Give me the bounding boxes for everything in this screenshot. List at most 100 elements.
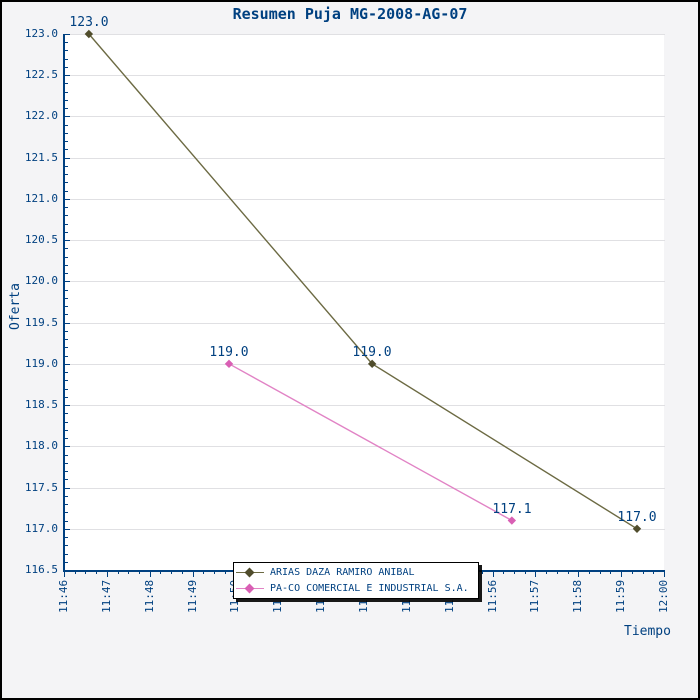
y-gridline xyxy=(65,488,665,489)
chart-title: Resumen Puja MG-2008-AG-07 xyxy=(232,5,468,23)
y-minor-tick xyxy=(65,100,68,101)
x-minor-tick xyxy=(600,571,601,574)
y-minor-tick xyxy=(65,298,68,299)
y-minor-tick xyxy=(65,356,68,357)
y-gridline xyxy=(65,281,665,282)
y-minor-tick xyxy=(65,372,68,373)
y-minor-tick xyxy=(65,83,68,84)
y-minor-tick xyxy=(65,347,68,348)
legend-label: PA-CO COMERCIAL E INDUSTRIAL S.A. xyxy=(270,582,469,594)
y-gridline xyxy=(65,240,665,241)
y-minor-tick xyxy=(65,207,68,208)
y-minor-tick xyxy=(65,59,68,60)
y-minor-tick xyxy=(65,562,68,563)
y-tick-label: 118.0 xyxy=(24,439,58,452)
x-tick-label: 11:58 xyxy=(571,579,584,613)
x-major-tick xyxy=(493,571,494,577)
legend-label: ARIAS DAZA RAMIRO ANIBAL xyxy=(270,566,415,578)
y-minor-tick xyxy=(65,380,68,381)
y-minor-tick xyxy=(65,50,68,51)
y-minor-tick xyxy=(65,182,68,183)
y-minor-tick xyxy=(65,108,68,109)
legend-marker-diamond-icon xyxy=(236,567,264,577)
y-gridline xyxy=(65,34,665,35)
y-major-tick xyxy=(65,158,70,159)
x-minor-tick xyxy=(514,571,515,574)
legend-row-1: PA-CO COMERCIAL E INDUSTRIAL S.A. xyxy=(236,581,469,595)
x-minor-tick xyxy=(96,571,97,574)
y-gridline xyxy=(65,75,665,76)
x-minor-tick xyxy=(557,571,558,574)
x-minor-tick xyxy=(85,571,86,574)
x-axis-title: Tiempo xyxy=(624,624,671,639)
y-minor-tick xyxy=(65,133,68,134)
y-minor-tick xyxy=(65,496,68,497)
x-major-tick xyxy=(150,571,151,577)
data-point-label: 117.0 xyxy=(617,510,657,525)
x-minor-tick xyxy=(75,571,76,574)
x-tick-label: 12:00 xyxy=(657,579,670,613)
y-tick-label: 121.0 xyxy=(24,192,58,205)
y-minor-tick xyxy=(65,265,68,266)
x-minor-tick xyxy=(546,571,547,574)
y-tick-label: 122.0 xyxy=(24,109,58,122)
plot-area xyxy=(64,34,664,570)
y-tick-label: 120.5 xyxy=(24,233,58,246)
y-major-tick xyxy=(65,116,70,117)
y-minor-tick xyxy=(65,67,68,68)
y-major-tick xyxy=(65,570,70,571)
y-tick-label: 121.5 xyxy=(24,151,58,164)
y-gridline xyxy=(65,529,665,530)
y-minor-tick xyxy=(65,224,68,225)
y-minor-tick xyxy=(65,232,68,233)
y-minor-tick xyxy=(65,125,68,126)
x-minor-tick xyxy=(653,571,654,574)
y-minor-tick xyxy=(65,438,68,439)
y-axis-title: Oferta xyxy=(8,283,23,330)
y-gridline xyxy=(65,158,665,159)
x-minor-tick xyxy=(589,571,590,574)
y-gridline xyxy=(65,116,665,117)
x-tick-label: 11:47 xyxy=(100,579,113,613)
data-point-label: 119.0 xyxy=(352,345,392,360)
x-minor-tick xyxy=(118,571,119,574)
y-tick-label: 116.5 xyxy=(24,563,58,576)
x-minor-tick xyxy=(182,571,183,574)
y-major-tick xyxy=(65,199,70,200)
y-minor-tick xyxy=(65,479,68,480)
y-minor-tick xyxy=(65,504,68,505)
y-major-tick xyxy=(65,323,70,324)
x-major-tick xyxy=(578,571,579,577)
y-tick-label: 117.5 xyxy=(24,481,58,494)
y-major-tick xyxy=(65,281,70,282)
x-minor-tick xyxy=(214,571,215,574)
y-tick-label: 122.5 xyxy=(24,68,58,81)
y-minor-tick xyxy=(65,554,68,555)
y-tick-label: 118.5 xyxy=(24,398,58,411)
x-minor-tick xyxy=(139,571,140,574)
y-minor-tick xyxy=(65,413,68,414)
y-minor-tick xyxy=(65,42,68,43)
y-minor-tick xyxy=(65,149,68,150)
y-gridline xyxy=(65,364,665,365)
y-minor-tick xyxy=(65,389,68,390)
y-tick-label: 123.0 xyxy=(24,27,58,40)
y-minor-tick xyxy=(65,92,68,93)
x-minor-tick xyxy=(643,571,644,574)
y-major-tick xyxy=(65,364,70,365)
x-major-tick xyxy=(193,571,194,577)
x-minor-tick xyxy=(632,571,633,574)
x-major-tick xyxy=(64,571,65,577)
x-minor-tick xyxy=(225,571,226,574)
y-minor-tick xyxy=(65,430,68,431)
y-minor-tick xyxy=(65,331,68,332)
y-minor-tick xyxy=(65,455,68,456)
y-minor-tick xyxy=(65,471,68,472)
data-point-label: 123.0 xyxy=(69,15,109,30)
x-tick-label: 11:49 xyxy=(186,579,199,613)
y-minor-tick xyxy=(65,166,68,167)
y-minor-tick xyxy=(65,339,68,340)
x-major-tick xyxy=(621,571,622,577)
y-minor-tick xyxy=(65,174,68,175)
